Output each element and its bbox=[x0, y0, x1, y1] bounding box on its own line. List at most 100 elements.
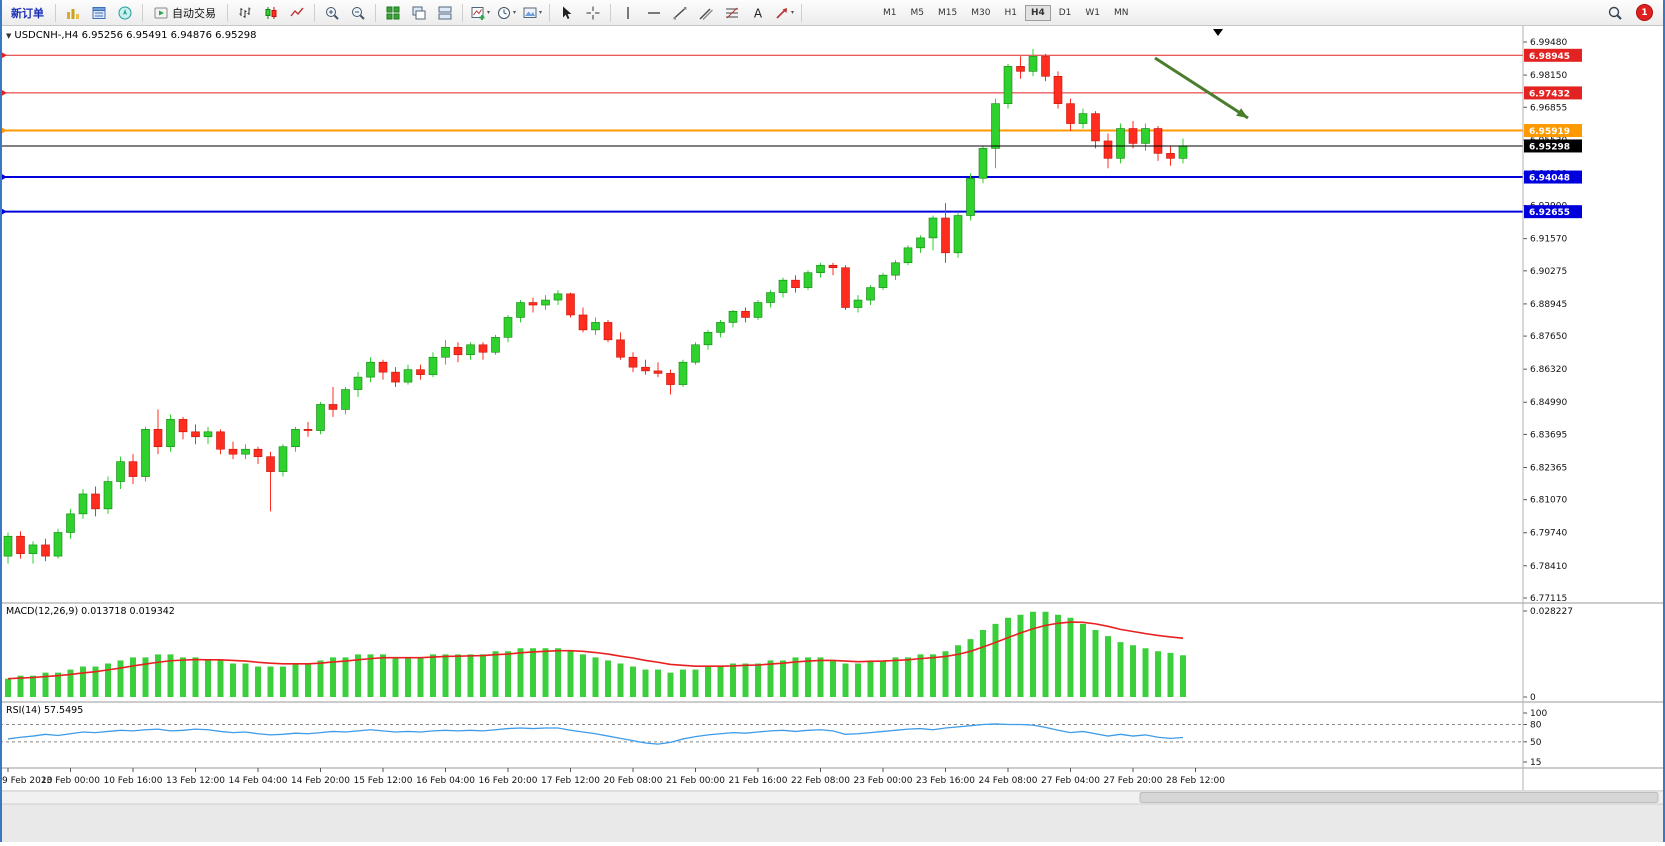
tile-windows-button[interactable] bbox=[381, 2, 405, 24]
svg-text:6.99480: 6.99480 bbox=[1530, 38, 1567, 48]
svg-text:17 Feb 12:00: 17 Feb 12:00 bbox=[541, 776, 600, 786]
svg-text:23 Feb 16:00: 23 Feb 16:00 bbox=[916, 776, 975, 786]
vertical-line-icon bbox=[620, 5, 636, 21]
svg-text:6.90275: 6.90275 bbox=[1530, 267, 1567, 277]
timeframe-m15[interactable]: M15 bbox=[938, 7, 958, 18]
timeframe-m1[interactable]: M1 bbox=[883, 7, 897, 18]
svg-text:10 Feb 16:00: 10 Feb 16:00 bbox=[103, 776, 162, 786]
symbol-dropdown-icon[interactable]: ▼ bbox=[6, 31, 12, 40]
search-icon bbox=[1607, 5, 1623, 21]
tile-horizontal-button[interactable] bbox=[433, 2, 457, 24]
macd-label: MACD(12,26,9) 0.013718 0.019342 bbox=[6, 606, 175, 617]
arrows-icon bbox=[774, 5, 790, 21]
svg-text:23 Feb 00:00: 23 Feb 00:00 bbox=[853, 776, 912, 786]
price-axis-labels: 6.994806.981506.968556.955306.942006.929… bbox=[1523, 38, 1567, 604]
text-tool-button[interactable]: A bbox=[746, 2, 770, 24]
vertical-line-tool-button[interactable] bbox=[616, 2, 640, 24]
toolbar-separator bbox=[801, 3, 802, 22]
price-chart[interactable]: 6.994806.981506.968556.955306.942006.929… bbox=[0, 26, 1665, 842]
toolbar-separator bbox=[549, 3, 550, 22]
timeframe-w1[interactable]: W1 bbox=[1085, 7, 1101, 18]
horizontal-line-icon bbox=[646, 5, 662, 21]
chevron-down-icon: ▾ bbox=[512, 9, 516, 16]
svg-text:10 Feb 00:00: 10 Feb 00:00 bbox=[41, 776, 100, 786]
svg-text:16 Feb 04:00: 16 Feb 04:00 bbox=[416, 776, 475, 786]
svg-text:6.82365: 6.82365 bbox=[1530, 463, 1567, 473]
svg-text:6.86320: 6.86320 bbox=[1530, 365, 1567, 375]
svg-text:21 Feb 16:00: 21 Feb 16:00 bbox=[728, 776, 787, 786]
candlestick-chart-button[interactable] bbox=[259, 2, 283, 24]
window-border-right bbox=[1663, 0, 1665, 842]
svg-text:50: 50 bbox=[1530, 738, 1542, 748]
chart-workspace: 6.994806.981506.968556.955306.942006.929… bbox=[0, 26, 1665, 842]
chevron-down-icon: ▾ bbox=[790, 9, 794, 16]
new-order-label: 新订单 bbox=[11, 6, 44, 20]
crosshair-icon bbox=[585, 5, 601, 21]
svg-text:100: 100 bbox=[1530, 709, 1547, 719]
bar-chart-icon bbox=[237, 5, 253, 21]
chart-shift-marker[interactable] bbox=[1213, 29, 1223, 36]
cursor-tool-button[interactable] bbox=[555, 2, 579, 24]
timeframe-m5[interactable]: M5 bbox=[910, 7, 925, 18]
svg-text:6.88945: 6.88945 bbox=[1530, 300, 1567, 310]
zoom-out-button[interactable] bbox=[346, 2, 370, 24]
rsi-axis-labels: 100 80 50 15 bbox=[1523, 709, 1547, 768]
candles-layer bbox=[3, 48, 1188, 564]
notification-badge[interactable]: 1 bbox=[1636, 4, 1653, 21]
svg-text:6.97432: 6.97432 bbox=[1529, 89, 1570, 99]
channel-icon bbox=[698, 5, 714, 21]
channel-tool-button[interactable] bbox=[694, 2, 718, 24]
timeframe-m30[interactable]: M30 bbox=[971, 7, 991, 18]
line-chart-button[interactable] bbox=[285, 2, 309, 24]
chart-template-icon bbox=[522, 5, 538, 21]
bar-chart-button[interactable] bbox=[233, 2, 257, 24]
svg-text:20 Feb 08:00: 20 Feb 08:00 bbox=[603, 776, 662, 786]
svg-text:6.81070: 6.81070 bbox=[1530, 496, 1567, 506]
horizontal-line-tool-button[interactable] bbox=[642, 2, 666, 24]
zoom-out-icon bbox=[350, 5, 366, 21]
new-chart-button[interactable]: ▾ bbox=[468, 2, 492, 24]
svg-text:14 Feb 20:00: 14 Feb 20:00 bbox=[291, 776, 350, 786]
crosshair-tool-button[interactable] bbox=[581, 2, 605, 24]
new-order-button[interactable]: 新订单 bbox=[5, 2, 50, 24]
toolbar: 新订单 自动交易 ▾ ▾ ▾ bbox=[0, 0, 1665, 26]
h-scrollbar-thumb[interactable] bbox=[1139, 792, 1659, 803]
zoom-in-button[interactable] bbox=[320, 2, 344, 24]
toolbar-separator bbox=[610, 3, 611, 22]
chart-template-button[interactable]: ▾ bbox=[520, 2, 544, 24]
toolbar-right-group: 1 bbox=[1602, 2, 1653, 24]
zoom-in-icon bbox=[324, 5, 340, 21]
cascade-windows-button[interactable] bbox=[407, 2, 431, 24]
svg-text:6.91570: 6.91570 bbox=[1530, 235, 1567, 245]
svg-text:27 Feb 04:00: 27 Feb 04:00 bbox=[1041, 776, 1100, 786]
timeframe-h1[interactable]: H1 bbox=[1004, 7, 1017, 18]
svg-text:9 Feb 2023: 9 Feb 2023 bbox=[2, 776, 52, 786]
fibonacci-tool-button[interactable] bbox=[720, 2, 744, 24]
price-badge bbox=[1524, 124, 1582, 138]
timeframe-h4[interactable]: H4 bbox=[1024, 4, 1051, 21]
timeframe-mn[interactable]: MN bbox=[1114, 7, 1129, 18]
navigator-icon bbox=[117, 5, 133, 21]
data-window-button[interactable] bbox=[87, 2, 111, 24]
rsi-line bbox=[7, 723, 1184, 745]
arrows-tool-button[interactable]: ▾ bbox=[772, 2, 796, 24]
cursor-icon bbox=[559, 5, 575, 21]
new-chart-icon bbox=[470, 5, 486, 21]
tile-horizontal-icon bbox=[437, 5, 453, 21]
navigator-button[interactable] bbox=[113, 2, 137, 24]
autotrading-button[interactable]: 自动交易 bbox=[148, 2, 222, 24]
period-clock-button[interactable]: ▾ bbox=[494, 2, 518, 24]
svg-text:A: A bbox=[754, 6, 763, 20]
svg-text:6.98945: 6.98945 bbox=[1529, 52, 1570, 62]
text-icon: A bbox=[750, 5, 766, 21]
trend-arrow-annotation[interactable] bbox=[1154, 56, 1249, 120]
svg-text:16 Feb 20:00: 16 Feb 20:00 bbox=[478, 776, 537, 786]
svg-text:27 Feb 20:00: 27 Feb 20:00 bbox=[1103, 776, 1162, 786]
trendline-tool-button[interactable] bbox=[668, 2, 692, 24]
search-button[interactable] bbox=[1603, 2, 1627, 24]
timeframe-d1[interactable]: D1 bbox=[1058, 7, 1072, 18]
market-watch-button[interactable] bbox=[61, 2, 85, 24]
chevron-down-icon: ▾ bbox=[486, 9, 490, 16]
price-badge bbox=[1524, 86, 1582, 100]
